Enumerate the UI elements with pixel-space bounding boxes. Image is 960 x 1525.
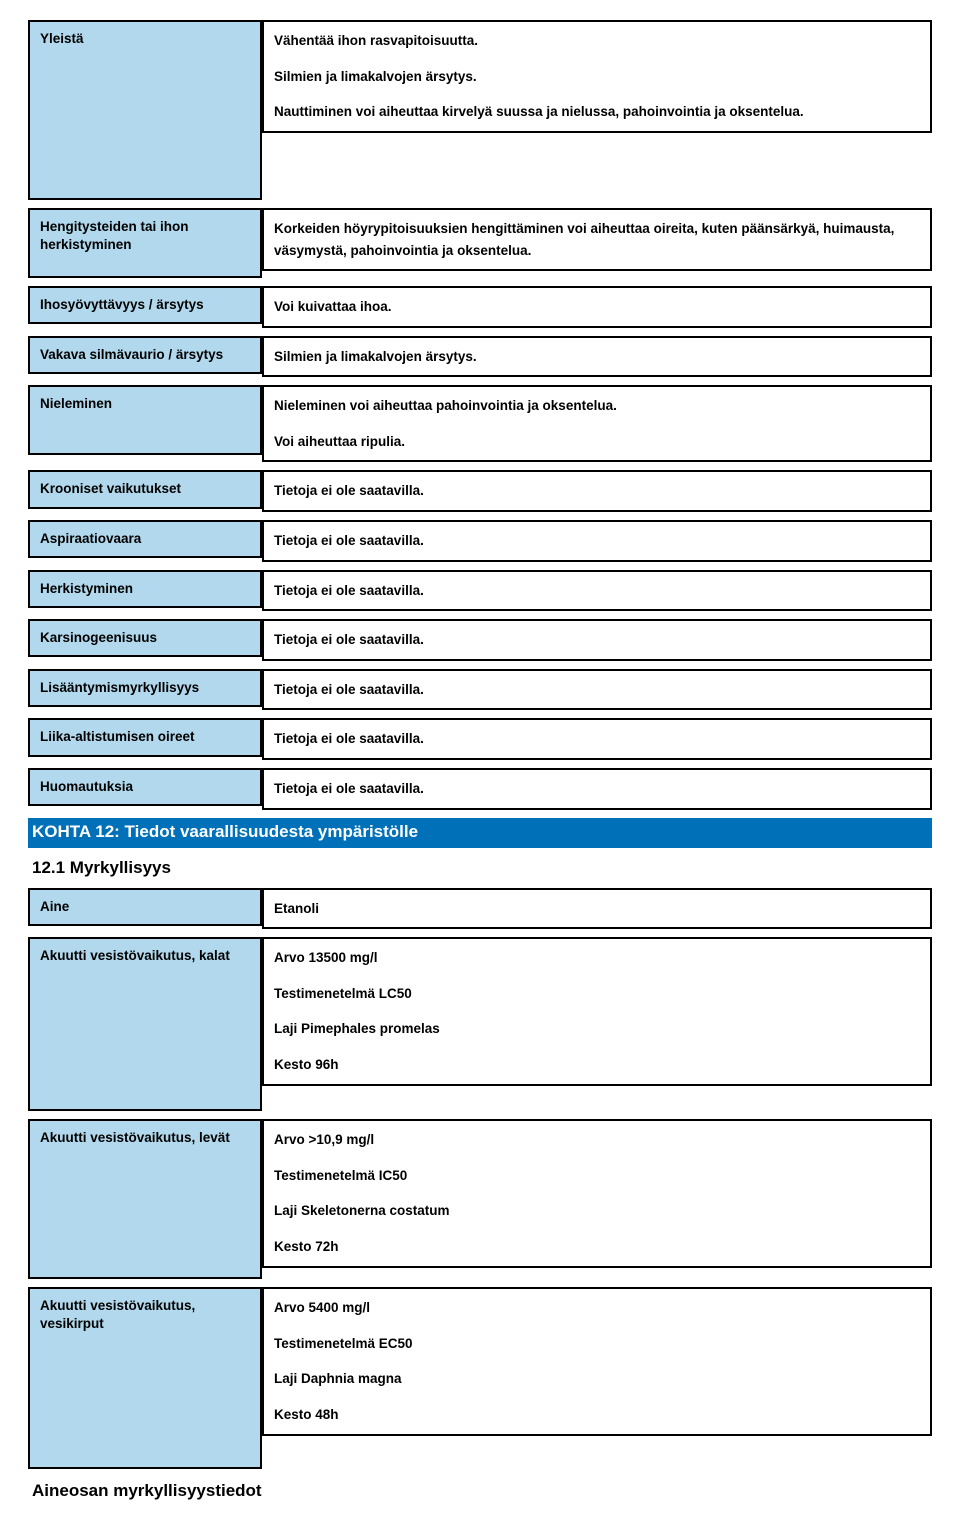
value-paragraph: Nauttiminen voi aiheuttaa kirvelyä suuss…	[274, 101, 920, 123]
property-value: Tietoja ei ole saatavilla.	[262, 669, 932, 711]
ecological-table: Aine Etanoli Akuutti vesistövaikutus, kala…	[28, 888, 932, 1470]
page-container: Yleistä Vähentää ihon rasvapitoisuutta. Si…	[0, 0, 960, 1525]
property-row: Nieleminen Nieleminen voi aiheuttaa pahoi…	[28, 385, 932, 462]
value-paragraph: Tietoja ei ole saatavilla.	[274, 580, 920, 602]
eco-value-line: Etanoli	[274, 898, 920, 920]
eco-value-line: Laji Pimephales promelas	[274, 1018, 920, 1040]
value-paragraph: Vähentää ihon rasvapitoisuutta.	[274, 30, 920, 52]
eco-row: Akuutti vesistövaikutus, kalatArvo 13500…	[28, 937, 932, 1111]
eco-row: Akuutti vesistövaikutus, vesikirputArvo …	[28, 1287, 932, 1469]
eco-label: Akuutti vesistövaikutus, kalat	[28, 937, 262, 1111]
property-label: Liika-altistumisen oireet	[28, 718, 262, 756]
property-row: Lisääntymismyrkyllisyys Tietoja ei ole sa…	[28, 669, 932, 711]
section-12-1-title: 12.1 Myrkyllisyys	[28, 854, 932, 888]
value-paragraph: Tietoja ei ole saatavilla.	[274, 629, 920, 651]
property-value: Voi kuivattaa ihoa.	[262, 286, 932, 328]
property-value: Tietoja ei ole saatavilla.	[262, 570, 932, 612]
property-row: Krooniset vaikutukset Tietoja ei ole saat…	[28, 470, 932, 512]
eco-value-line: Kesto 48h	[274, 1404, 920, 1426]
value-paragraph: Tietoja ei ole saatavilla.	[274, 728, 920, 750]
property-row: Huomautuksia Tietoja ei ole saatavilla.	[28, 768, 932, 810]
eco-value-line: Arvo 5400 mg/l	[274, 1297, 920, 1319]
property-row: Karsinogeenisuus Tietoja ei ole saatavill…	[28, 619, 932, 661]
property-label: Huomautuksia	[28, 768, 262, 806]
eco-value-line: Testimenetelmä IC50	[274, 1165, 920, 1187]
property-value: Tietoja ei ole saatavilla.	[262, 520, 932, 562]
eco-label: Akuutti vesistövaikutus, levät	[28, 1119, 262, 1279]
value-paragraph: Tietoja ei ole saatavilla.	[274, 679, 920, 701]
property-row: Hengitysteiden tai ihon herkistyminen Kor…	[28, 208, 932, 278]
eco-value-line: Testimenetelmä EC50	[274, 1333, 920, 1355]
property-label: Karsinogeenisuus	[28, 619, 262, 657]
property-label: Herkistyminen	[28, 570, 262, 608]
property-label: Ihosyövyttävyys / ärsytys	[28, 286, 262, 324]
eco-value: Arvo 13500 mg/l Testimenetelmä LC50 Laji P…	[262, 937, 932, 1085]
property-value: Vähentää ihon rasvapitoisuutta. Silmien j…	[262, 20, 932, 133]
property-label: Vakava silmävaurio / ärsytys	[28, 336, 262, 374]
property-label: Lisääntymismyrkyllisyys	[28, 669, 262, 707]
section-12-header: KOHTA 12: Tiedot vaarallisuudesta ympäri…	[28, 818, 932, 848]
value-paragraph: Tietoja ei ole saatavilla.	[274, 480, 920, 502]
property-label: Hengitysteiden tai ihon herkistyminen	[28, 208, 262, 278]
value-paragraph: Tietoja ei ole saatavilla.	[274, 778, 920, 800]
property-label: Aspiraatiovaara	[28, 520, 262, 558]
eco-row: Akuutti vesistövaikutus, levätArvo >10,9…	[28, 1119, 932, 1279]
property-row: Liika-altistumisen oireet Tietoja ei ole …	[28, 718, 932, 760]
eco-value-line: Testimenetelmä LC50	[274, 983, 920, 1005]
value-paragraph: Silmien ja limakalvojen ärsytys.	[274, 66, 920, 88]
property-row: Ihosyövyttävyys / ärsytys Voi kuivattaa i…	[28, 286, 932, 328]
property-label: Yleistä	[28, 20, 262, 200]
value-paragraph: Voi aiheuttaa ripulia.	[274, 431, 920, 453]
property-value: Korkeiden höyrypitoisuuksien hengittämin…	[262, 208, 932, 271]
property-label: Nieleminen	[28, 385, 262, 455]
value-paragraph: Nieleminen voi aiheuttaa pahoinvointia j…	[274, 395, 920, 417]
property-value: Nieleminen voi aiheuttaa pahoinvointia j…	[262, 385, 932, 462]
property-row: Vakava silmävaurio / ärsytys Silmien ja l…	[28, 336, 932, 378]
eco-value-line: Kesto 72h	[274, 1236, 920, 1258]
eco-value-line: Arvo 13500 mg/l	[274, 947, 920, 969]
value-paragraph: Korkeiden höyrypitoisuuksien hengittämin…	[274, 218, 920, 261]
eco-value: Arvo >10,9 mg/l Testimenetelmä IC50 Laji S…	[262, 1119, 932, 1267]
value-paragraph: Tietoja ei ole saatavilla.	[274, 530, 920, 552]
eco-value-line: Laji Skeletonerna costatum	[274, 1200, 920, 1222]
property-label: Krooniset vaikutukset	[28, 470, 262, 508]
eco-value-line: Kesto 96h	[274, 1054, 920, 1076]
property-value: Tietoja ei ole saatavilla.	[262, 619, 932, 661]
value-paragraph: Voi kuivattaa ihoa.	[274, 296, 920, 318]
property-value: Tietoja ei ole saatavilla.	[262, 470, 932, 512]
eco-value: Etanoli	[262, 888, 932, 930]
eco-label: Aine	[28, 888, 262, 926]
property-row: Herkistyminen Tietoja ei ole saatavilla.	[28, 570, 932, 612]
property-value: Silmien ja limakalvojen ärsytys.	[262, 336, 932, 378]
value-paragraph: Silmien ja limakalvojen ärsytys.	[274, 346, 920, 368]
property-row: Aspiraatiovaara Tietoja ei ole saatavilla…	[28, 520, 932, 562]
property-row: Yleistä Vähentää ihon rasvapitoisuutta. Si…	[28, 20, 932, 200]
eco-value: Arvo 5400 mg/l Testimenetelmä EC50 Laji Da…	[262, 1287, 932, 1435]
eco-value-line: Laji Daphnia magna	[274, 1368, 920, 1390]
component-toxicity-heading: Aineosan myrkyllisyystiedot	[28, 1477, 932, 1505]
property-value: Tietoja ei ole saatavilla.	[262, 718, 932, 760]
eco-label: Akuutti vesistövaikutus, vesikirput	[28, 1287, 262, 1469]
eco-row: Aine Etanoli	[28, 888, 932, 930]
eco-value-line: Arvo >10,9 mg/l	[274, 1129, 920, 1151]
property-value: Tietoja ei ole saatavilla.	[262, 768, 932, 810]
properties-table-top: Yleistä Vähentää ihon rasvapitoisuutta. Si…	[28, 20, 932, 810]
